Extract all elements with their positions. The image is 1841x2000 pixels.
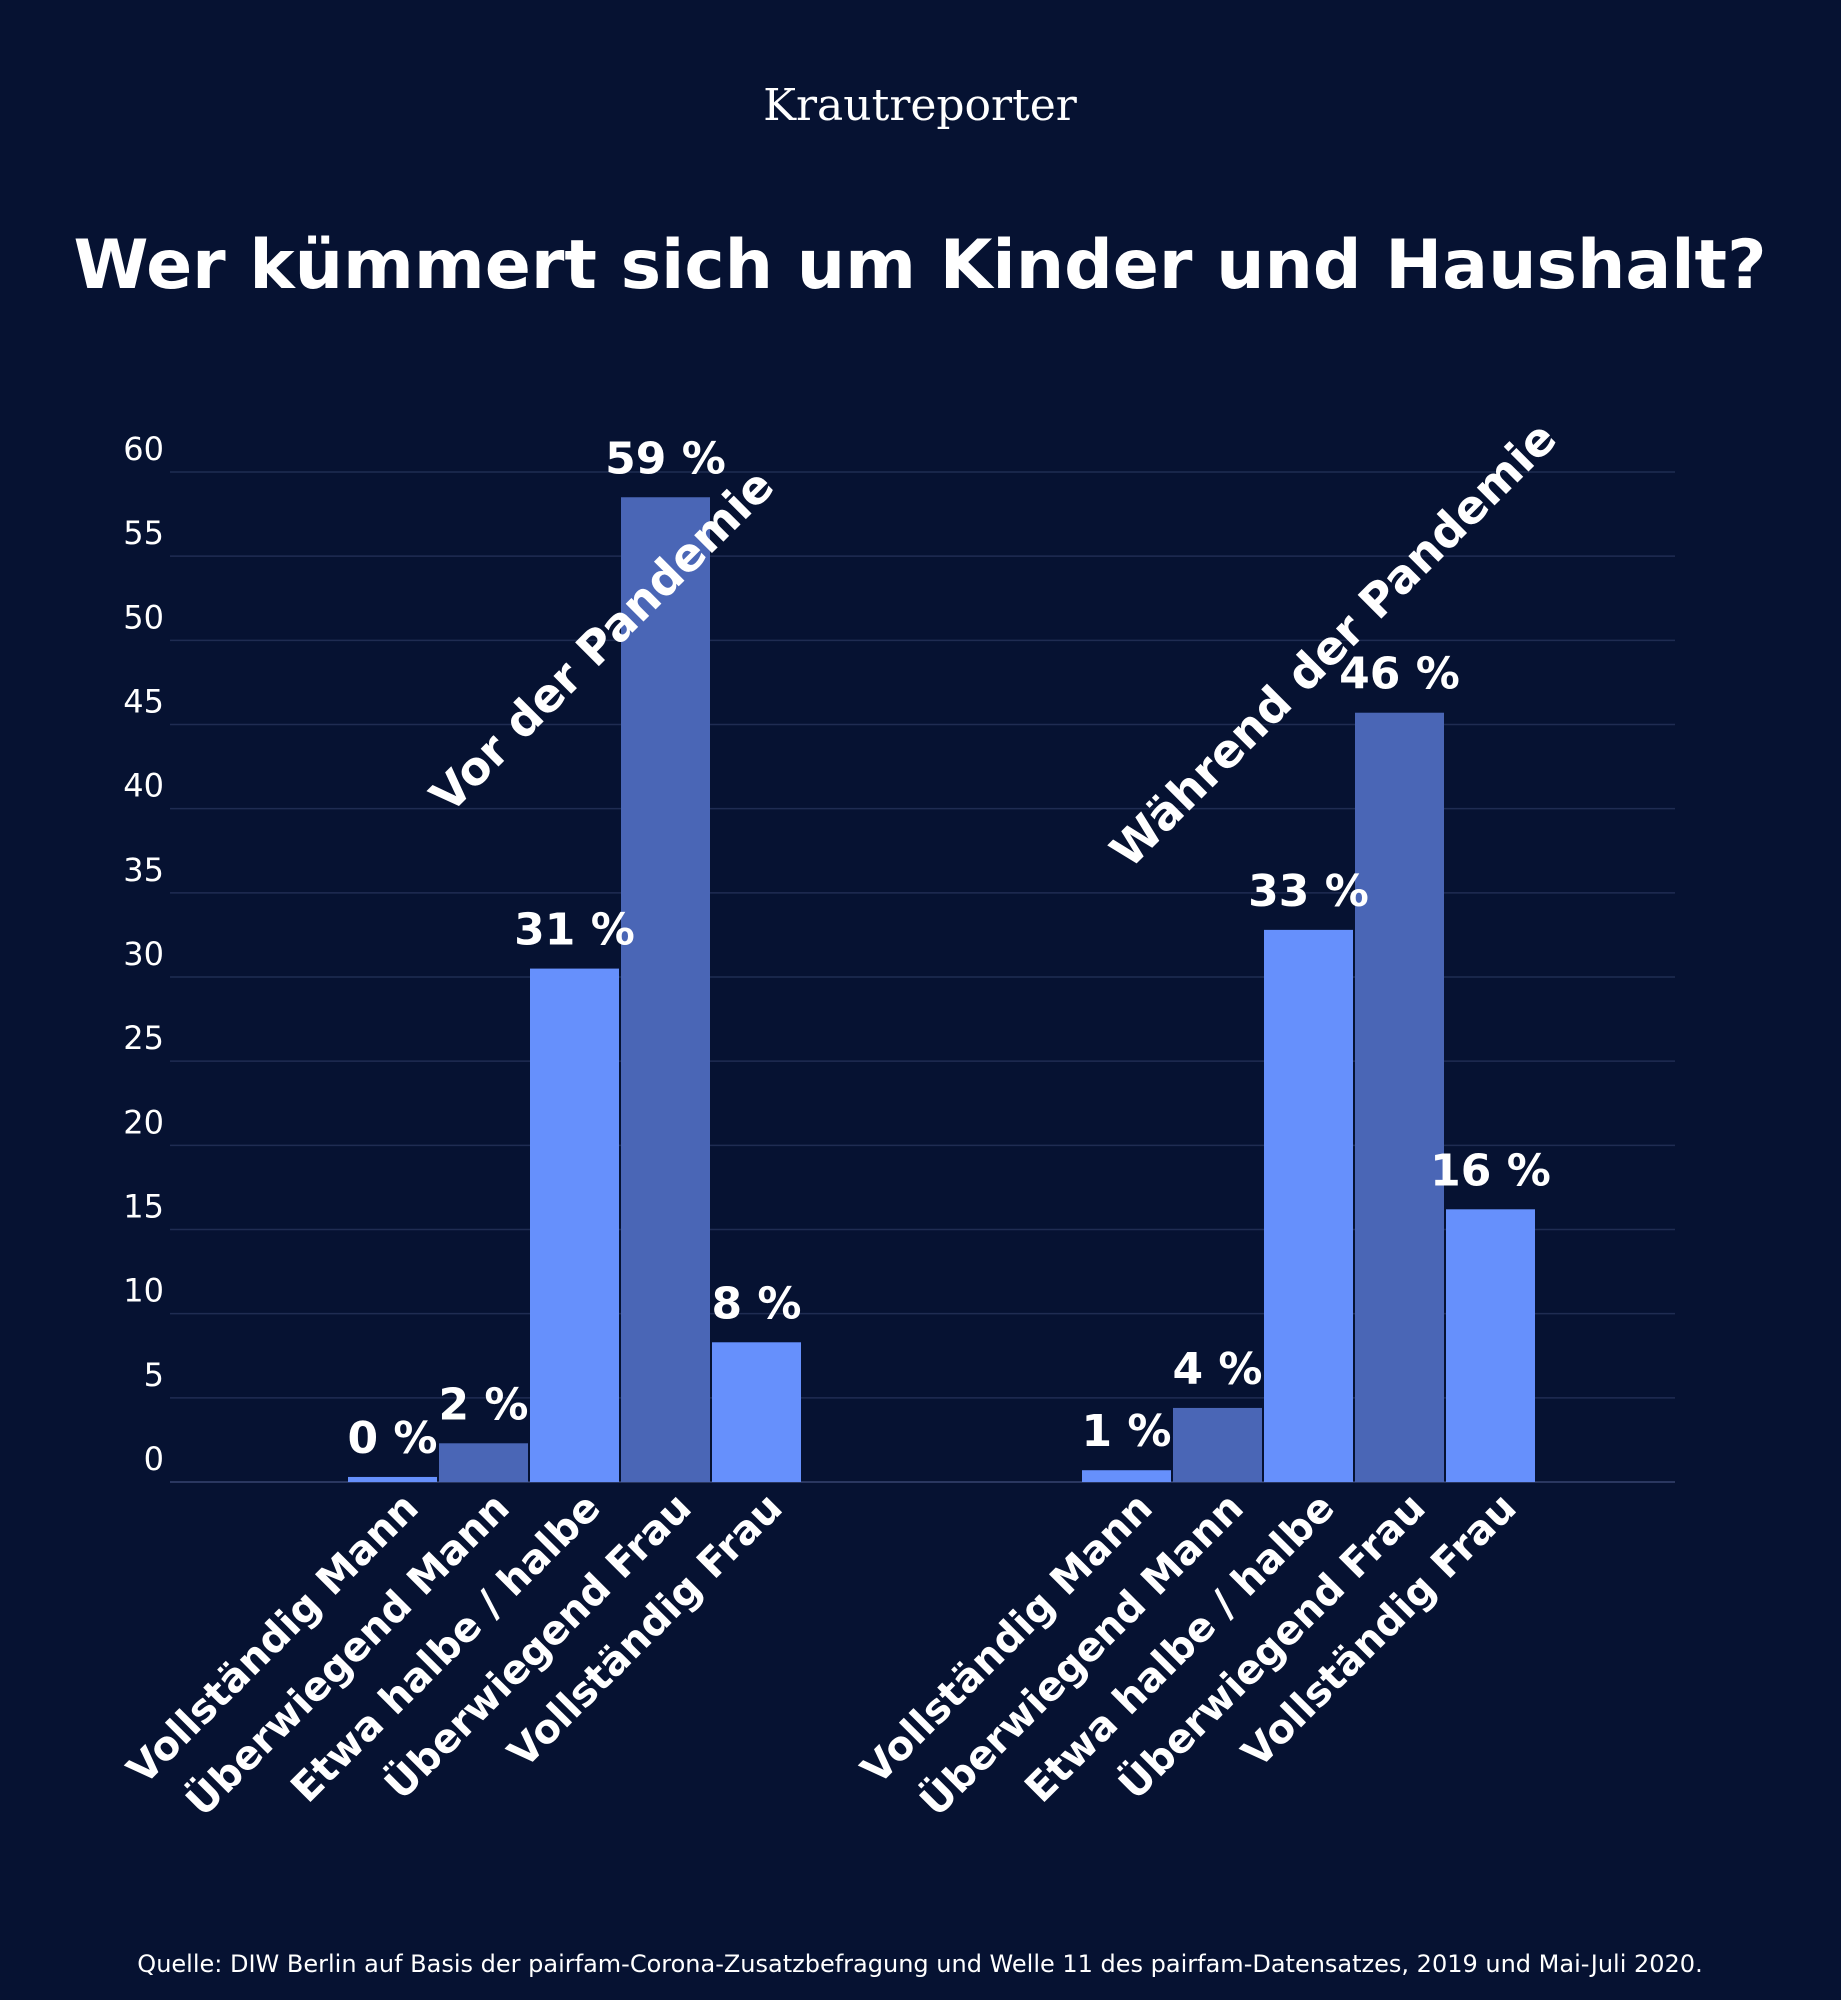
y-tick-label: 60: [123, 430, 164, 468]
data-label: 4 %: [1172, 1344, 1262, 1395]
bar: [439, 1443, 528, 1482]
brand-logo: Krautreporter: [763, 80, 1078, 131]
y-tick-label: 10: [123, 1272, 164, 1310]
bars-layer: [348, 497, 1535, 1482]
data-label: 46 %: [1339, 649, 1460, 700]
y-tick-label: 25: [123, 1019, 164, 1057]
y-tick-label: 15: [123, 1188, 164, 1226]
y-tick-label: 30: [123, 935, 164, 973]
bar: [530, 968, 619, 1482]
bar: [1355, 712, 1444, 1482]
group-label: Während der Pandemie: [1100, 411, 1567, 878]
bar: [712, 1342, 801, 1482]
y-tick-label: 20: [123, 1103, 164, 1141]
data-label: 33 %: [1248, 866, 1369, 917]
data-label: 2 %: [438, 1379, 528, 1430]
y-tick-label: 40: [123, 767, 164, 805]
y-tick-label: 35: [123, 851, 164, 889]
bar: [348, 1476, 437, 1482]
bar: [1173, 1407, 1262, 1482]
data-label: 31 %: [514, 905, 635, 956]
y-tick-label: 50: [123, 598, 164, 636]
source-note: Quelle: DIW Berlin auf Basis der pairfam…: [137, 1950, 1702, 1978]
data-label: 59 %: [605, 433, 726, 484]
data-label: 1 %: [1081, 1406, 1171, 1457]
y-tick-label: 45: [123, 683, 164, 721]
data-label: 16 %: [1430, 1145, 1551, 1196]
y-tick-label: 0: [144, 1440, 164, 1478]
y-axis: 0 5 10 15 20 25 30 35 40 45 50 55 60: [123, 430, 164, 1478]
data-label: 0 %: [347, 1413, 437, 1464]
bar: [621, 497, 710, 1482]
y-tick-label: 5: [144, 1356, 164, 1394]
chart-title: Wer kümmert sich um Kinder und Haushalt?: [73, 226, 1766, 305]
bar: [1082, 1470, 1171, 1482]
bar: [1446, 1209, 1535, 1482]
data-label: 8 %: [711, 1278, 801, 1329]
bar: [1264, 929, 1353, 1482]
y-tick-label: 55: [123, 514, 164, 552]
